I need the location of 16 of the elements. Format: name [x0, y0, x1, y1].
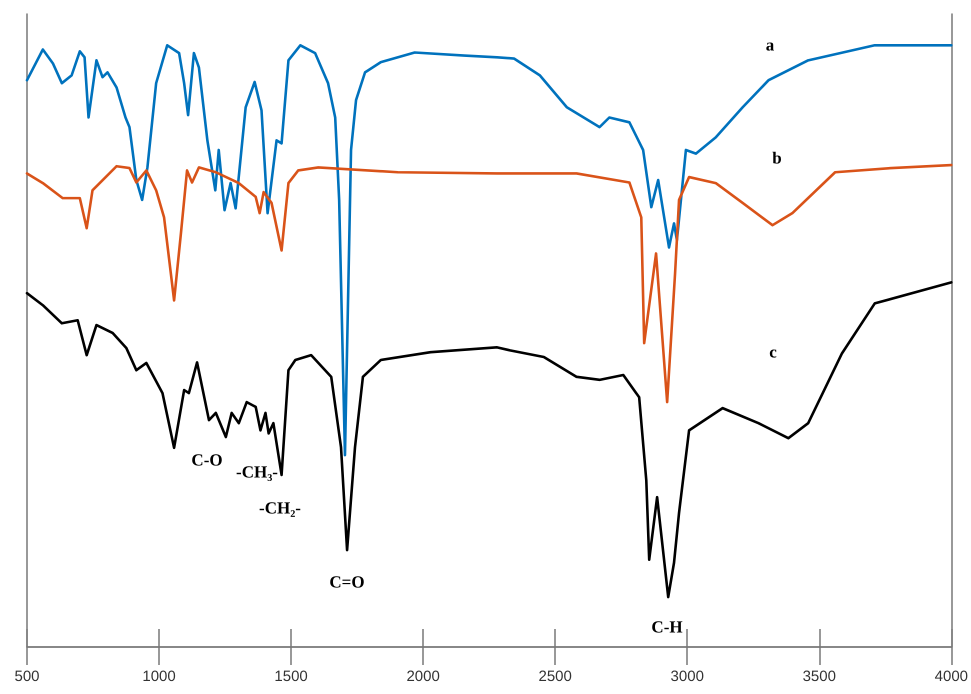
x-tick-label: 500: [14, 668, 40, 685]
annotation: C=O: [329, 572, 365, 592]
x-tick-label: 1000: [142, 668, 176, 685]
annotation: b: [772, 148, 782, 168]
x-tick-label: 2500: [538, 668, 572, 685]
annotation: c: [769, 342, 778, 362]
x-tick-label: 2000: [406, 668, 440, 685]
annotation: -CH₂-: [259, 498, 302, 518]
annotation: a: [766, 36, 775, 54]
annotation: C-O: [191, 450, 223, 470]
x-tick-label: 4000: [934, 668, 968, 685]
annotation: C-H: [651, 618, 683, 636]
x-tick-label: 1500: [274, 668, 308, 685]
x-tick-label: 3000: [670, 668, 704, 685]
annotation: -CH₃-: [236, 462, 278, 482]
x-tick-label: 3500: [802, 668, 836, 685]
